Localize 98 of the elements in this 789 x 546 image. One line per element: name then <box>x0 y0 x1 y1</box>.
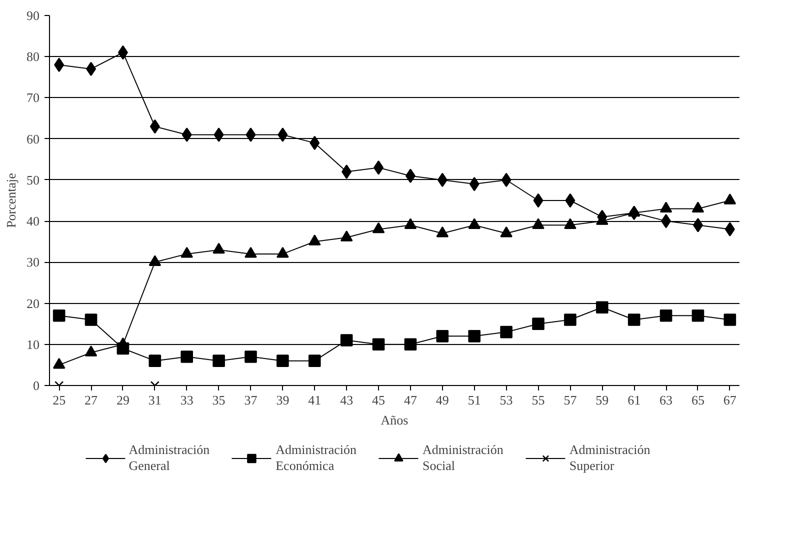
y-tick-label: 40 <box>26 214 40 229</box>
y-tick-label: 0 <box>33 378 40 393</box>
x-tick-label: 45 <box>372 392 386 408</box>
point <box>52 309 66 322</box>
point <box>660 309 672 322</box>
point <box>596 301 608 314</box>
legend-label: Administración Social <box>422 442 504 474</box>
x-tick-label: 53 <box>500 392 513 408</box>
point <box>84 314 98 326</box>
point <box>86 62 96 76</box>
point <box>533 193 544 208</box>
legend-label: Administración Económica <box>276 442 356 474</box>
x-tick-label: 31 <box>148 392 162 408</box>
point <box>180 350 194 363</box>
point <box>500 326 512 338</box>
point <box>310 136 320 150</box>
point <box>724 194 736 204</box>
y-tick-label: 70 <box>26 90 40 106</box>
point <box>628 314 640 326</box>
point <box>724 222 735 236</box>
point <box>340 334 353 346</box>
point <box>214 128 224 142</box>
y-tick-label: 30 <box>26 254 40 270</box>
point <box>532 318 544 330</box>
point <box>404 338 417 351</box>
point <box>212 242 225 254</box>
point <box>212 354 225 367</box>
point <box>404 218 417 229</box>
point <box>436 226 449 238</box>
point <box>405 168 416 183</box>
point <box>500 226 512 238</box>
x-tick-label: 39 <box>276 392 290 408</box>
x-tick-label: 49 <box>436 392 449 408</box>
point <box>468 330 481 342</box>
point <box>118 45 128 60</box>
point <box>372 338 385 351</box>
x-tick-label: 51 <box>468 392 481 408</box>
x-tick-label: 55 <box>532 392 545 408</box>
x-tick-label: 65 <box>691 392 704 408</box>
point <box>692 309 704 322</box>
point <box>436 330 449 342</box>
x-tick-label: 41 <box>308 392 322 408</box>
y-tick-label: 80 <box>26 49 40 64</box>
point <box>532 218 544 229</box>
point <box>340 230 353 242</box>
y-tick-label: 90 <box>26 8 40 23</box>
point <box>84 346 98 356</box>
point <box>244 246 257 258</box>
x-tick-label: 61 <box>628 392 641 408</box>
point <box>501 172 512 188</box>
point <box>244 350 257 363</box>
point <box>724 314 736 326</box>
x-tick-label: 27 <box>84 392 98 408</box>
point <box>278 128 288 142</box>
x-tick-label: 59 <box>596 392 609 408</box>
point <box>692 202 704 213</box>
point <box>661 214 672 228</box>
point <box>180 246 194 258</box>
point <box>372 222 385 234</box>
point <box>692 218 703 232</box>
point <box>468 218 481 229</box>
point <box>54 58 64 72</box>
point <box>469 176 480 192</box>
point <box>437 172 448 188</box>
point <box>150 119 160 134</box>
x-tick-label: 37 <box>244 392 258 408</box>
y-tick-label: 10 <box>26 336 40 352</box>
point <box>148 255 162 266</box>
point <box>182 128 192 142</box>
point <box>52 358 66 369</box>
x-tick-label: 35 <box>212 392 226 408</box>
x-tick-label: 47 <box>404 392 418 408</box>
x-tick-label: 43 <box>340 392 354 408</box>
x-tick-label: 67 <box>723 392 737 408</box>
x-tick-label: 25 <box>52 392 66 408</box>
point <box>276 246 289 258</box>
y-axis-title: Porcentaje <box>4 172 18 228</box>
y-tick-label: 20 <box>26 296 40 311</box>
point <box>276 354 289 367</box>
y-tick-label: 50 <box>26 172 40 188</box>
x-tick-label: 57 <box>564 392 578 408</box>
x-tick-label: 29 <box>116 392 130 408</box>
point <box>660 202 672 213</box>
point <box>374 160 384 175</box>
y-tick-label: 60 <box>26 131 40 146</box>
x-tick-label: 63 <box>660 392 673 408</box>
point <box>564 314 576 326</box>
point <box>308 354 321 367</box>
x-tick-label: 33 <box>180 392 194 408</box>
point <box>246 128 256 142</box>
point <box>564 218 576 229</box>
x-axis-title: Años <box>380 412 408 428</box>
point <box>148 354 162 367</box>
point <box>342 164 352 179</box>
legend-label: Administración Superior <box>569 442 650 474</box>
point <box>565 193 576 208</box>
legend-label: Administración General <box>128 442 210 474</box>
point <box>308 234 321 246</box>
